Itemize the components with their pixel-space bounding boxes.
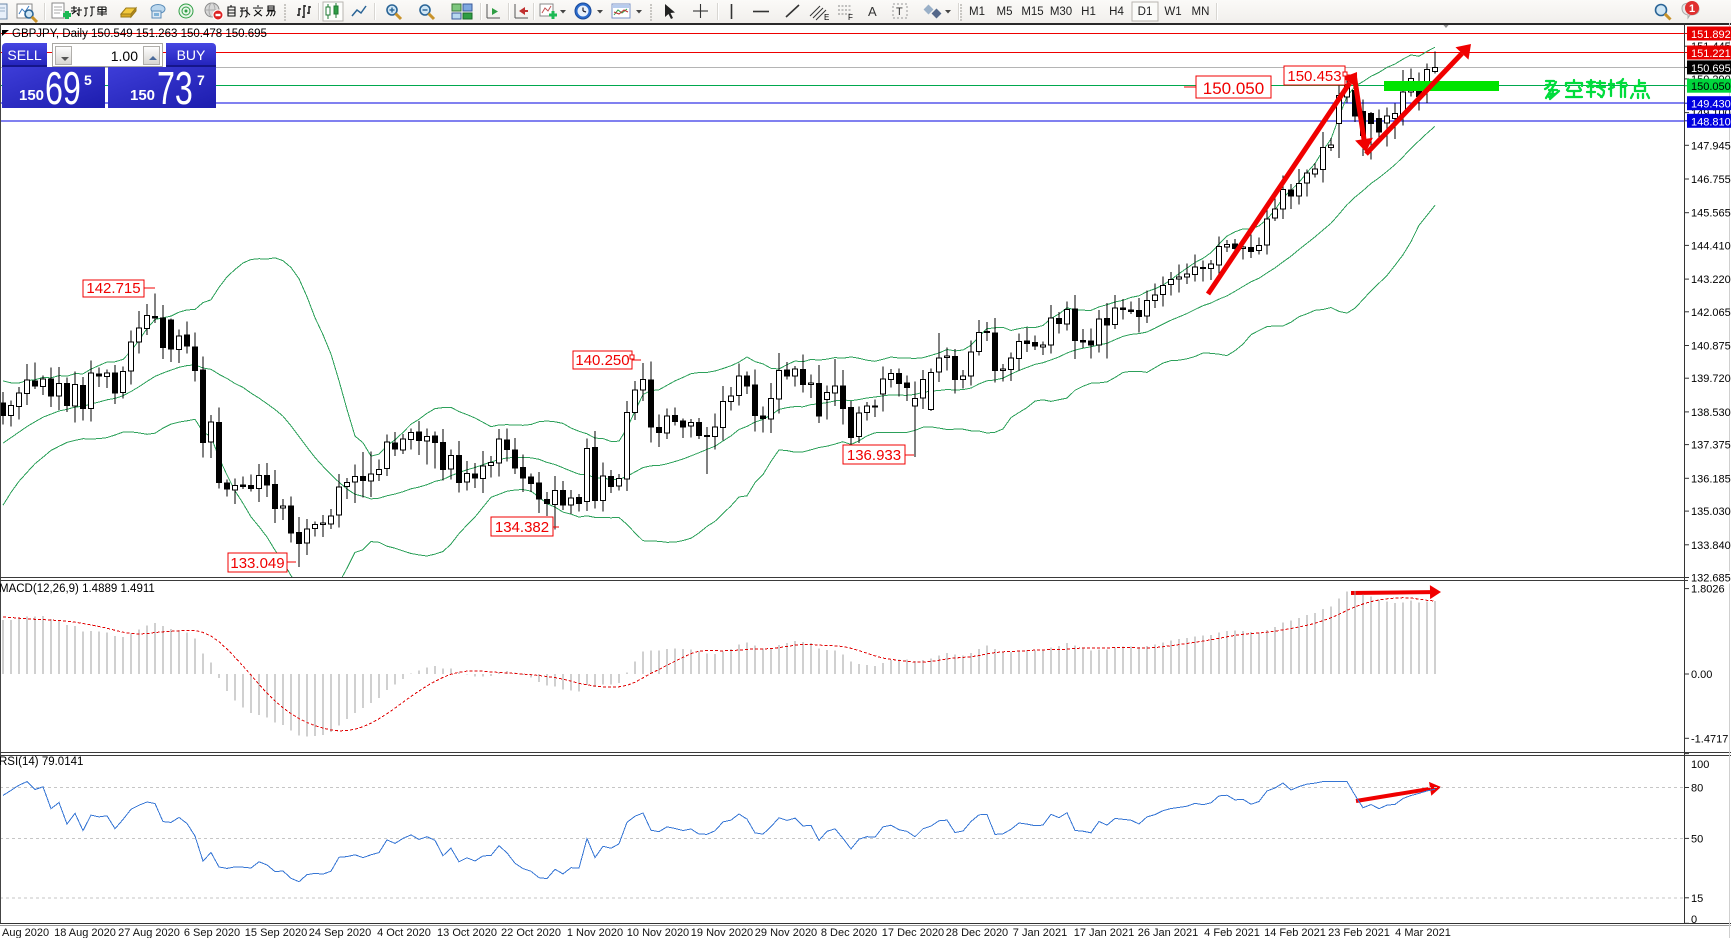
svg-text:4 Oct 2020: 4 Oct 2020 [377, 927, 431, 938]
svg-text:26 Jan 2021: 26 Jan 2021 [1138, 927, 1199, 938]
svg-text:H4: H4 [1109, 6, 1124, 18]
svg-text:137.375: 137.375 [1691, 440, 1731, 452]
svg-text:GBPJPY, Daily 150.549 151.263: GBPJPY, Daily 150.549 151.263 150.478 15… [12, 28, 267, 40]
svg-text:140.250: 140.250 [575, 352, 629, 369]
svg-text:M30: M30 [1050, 6, 1072, 18]
svg-text:H1: H1 [1081, 6, 1096, 18]
svg-text:W1: W1 [1164, 6, 1181, 18]
svg-text:134.382: 134.382 [495, 519, 549, 536]
svg-text:136.185: 136.185 [1691, 473, 1731, 485]
svg-text:MACD(12,26,9) 1.4889 1.4911: MACD(12,26,9) 1.4889 1.4911 [0, 583, 155, 595]
svg-text:Aug 2020: Aug 2020 [2, 927, 49, 938]
svg-text:17 Dec 2020: 17 Dec 2020 [882, 927, 944, 938]
svg-text:151.892: 151.892 [1691, 29, 1731, 41]
svg-text:29 Nov 2020: 29 Nov 2020 [755, 927, 817, 938]
svg-text:10 Nov 2020: 10 Nov 2020 [627, 927, 689, 938]
svg-text:145.565: 145.565 [1691, 208, 1731, 220]
svg-text:-1.4717: -1.4717 [1691, 733, 1728, 745]
svg-text:RSI(14) 79.0141: RSI(14) 79.0141 [0, 756, 83, 768]
svg-text:142.065: 142.065 [1691, 307, 1731, 319]
svg-text:4 Mar 2021: 4 Mar 2021 [1395, 927, 1451, 938]
svg-text:M1: M1 [969, 6, 985, 18]
svg-text:150.453: 150.453 [1287, 68, 1341, 85]
svg-text:143.220: 143.220 [1691, 274, 1731, 286]
svg-text:100: 100 [1691, 759, 1709, 771]
svg-text:24 Sep 2020: 24 Sep 2020 [309, 927, 371, 938]
svg-text:150.695: 150.695 [1691, 63, 1731, 75]
svg-text:133.049: 133.049 [230, 555, 284, 572]
svg-text:28 Dec 2020: 28 Dec 2020 [946, 927, 1008, 938]
svg-text:6 Sep 2020: 6 Sep 2020 [184, 927, 240, 938]
svg-text:149.430: 149.430 [1691, 99, 1731, 111]
svg-text:22 Oct 2020: 22 Oct 2020 [501, 927, 561, 938]
svg-text:D1: D1 [1138, 6, 1153, 18]
svg-text:146.755: 146.755 [1691, 174, 1731, 186]
svg-text:139.720: 139.720 [1691, 373, 1731, 385]
svg-text:T: T [896, 6, 903, 18]
svg-text:23 Feb 2021: 23 Feb 2021 [1328, 927, 1390, 938]
svg-text:17 Jan 2021: 17 Jan 2021 [1074, 927, 1135, 938]
svg-text:138.530: 138.530 [1691, 407, 1731, 419]
svg-text:151.221: 151.221 [1691, 48, 1731, 60]
svg-text:4 Feb 2021: 4 Feb 2021 [1204, 927, 1260, 938]
svg-text:27 Aug 2020: 27 Aug 2020 [118, 927, 180, 938]
svg-text:148.810: 148.810 [1691, 116, 1731, 128]
svg-text:135.030: 135.030 [1691, 506, 1731, 518]
svg-text:150.050: 150.050 [1691, 81, 1731, 93]
svg-text:144.410: 144.410 [1691, 240, 1731, 252]
svg-text:19 Nov 2020: 19 Nov 2020 [691, 927, 753, 938]
svg-text:132.685: 132.685 [1691, 573, 1731, 585]
svg-text:0: 0 [1691, 914, 1697, 926]
svg-text:0.00: 0.00 [1691, 669, 1712, 681]
svg-text:14 Feb 2021: 14 Feb 2021 [1264, 927, 1326, 938]
svg-text:8 Dec 2020: 8 Dec 2020 [821, 927, 877, 938]
svg-text:15: 15 [1691, 893, 1703, 905]
svg-text:142.715: 142.715 [86, 280, 140, 297]
svg-text:147.945: 147.945 [1691, 140, 1731, 152]
svg-text:140.875: 140.875 [1691, 341, 1731, 353]
svg-text:1.8026: 1.8026 [1691, 584, 1725, 596]
svg-text:80: 80 [1691, 783, 1703, 795]
svg-text:F: F [848, 13, 853, 22]
svg-text:A: A [868, 4, 877, 19]
svg-text:136.933: 136.933 [847, 447, 901, 464]
svg-text:M5: M5 [997, 6, 1013, 18]
svg-text:M15: M15 [1021, 6, 1043, 18]
svg-text:1: 1 [1689, 3, 1695, 15]
svg-text:150.050: 150.050 [1203, 79, 1264, 98]
svg-text:13 Oct 2020: 13 Oct 2020 [437, 927, 497, 938]
svg-text:50: 50 [1691, 833, 1703, 845]
svg-text:E: E [824, 13, 829, 22]
svg-text:7 Jan 2021: 7 Jan 2021 [1013, 927, 1067, 938]
svg-text:15 Sep 2020: 15 Sep 2020 [245, 927, 307, 938]
svg-text:1 Nov 2020: 1 Nov 2020 [567, 927, 623, 938]
svg-text:MN: MN [1192, 6, 1210, 18]
svg-text:18 Aug 2020: 18 Aug 2020 [54, 927, 116, 938]
svg-text:133.840: 133.840 [1691, 540, 1731, 552]
